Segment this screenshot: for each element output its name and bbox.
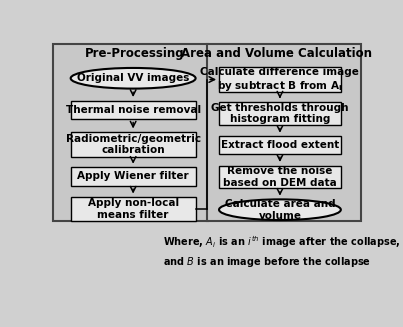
Text: Apply Wiener filter: Apply Wiener filter	[77, 171, 189, 181]
FancyBboxPatch shape	[219, 67, 341, 92]
Text: Remove the noise
based on DEM data: Remove the noise based on DEM data	[223, 166, 337, 188]
Text: Apply non-local
means filter: Apply non-local means filter	[87, 198, 179, 220]
FancyBboxPatch shape	[71, 167, 195, 185]
Text: Radiometric/geometric
calibration: Radiometric/geometric calibration	[66, 134, 201, 155]
Text: and $\mathit{B}$ is an image before the collapse: and $\mathit{B}$ is an image before the …	[163, 255, 371, 269]
Text: Pre-Processing: Pre-Processing	[85, 46, 185, 60]
FancyBboxPatch shape	[71, 101, 195, 119]
Ellipse shape	[219, 199, 341, 220]
Text: Where, $\mathit{A_i}$ is an $\mathit{i}^{th}$ image after the collapse,: Where, $\mathit{A_i}$ is an $\mathit{i}^…	[163, 234, 401, 250]
Ellipse shape	[71, 68, 195, 89]
FancyBboxPatch shape	[71, 197, 195, 221]
Text: Thermal noise removal: Thermal noise removal	[66, 105, 201, 115]
Text: Original VV images: Original VV images	[77, 73, 189, 83]
FancyBboxPatch shape	[208, 44, 361, 220]
FancyBboxPatch shape	[219, 136, 341, 154]
Text: Calculate area and
volume: Calculate area and volume	[224, 199, 335, 220]
FancyBboxPatch shape	[219, 166, 341, 188]
Text: Get thresholds through
histogram fitting: Get thresholds through histogram fitting	[211, 103, 349, 124]
Text: Area and Volume Calculation: Area and Volume Calculation	[181, 46, 372, 60]
FancyBboxPatch shape	[71, 132, 195, 157]
FancyBboxPatch shape	[219, 102, 341, 125]
Text: Extract flood extent: Extract flood extent	[221, 140, 339, 150]
Text: Calculate difference image
by subtract $\mathbf{B}$ from $\mathbf{A}_\mathbf{i}$: Calculate difference image by subtract $…	[201, 66, 359, 93]
FancyBboxPatch shape	[52, 44, 208, 220]
